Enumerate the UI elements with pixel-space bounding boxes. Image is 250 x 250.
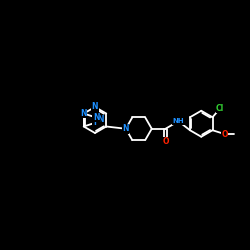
Text: N: N — [80, 109, 87, 118]
Text: N: N — [92, 102, 98, 112]
Text: N: N — [122, 124, 129, 133]
Text: O: O — [162, 137, 169, 146]
Text: N: N — [93, 118, 99, 127]
Text: NH: NH — [173, 118, 184, 124]
Text: N: N — [93, 113, 99, 122]
Text: O: O — [221, 130, 228, 138]
Text: N: N — [97, 116, 103, 124]
Text: Cl: Cl — [216, 104, 224, 113]
